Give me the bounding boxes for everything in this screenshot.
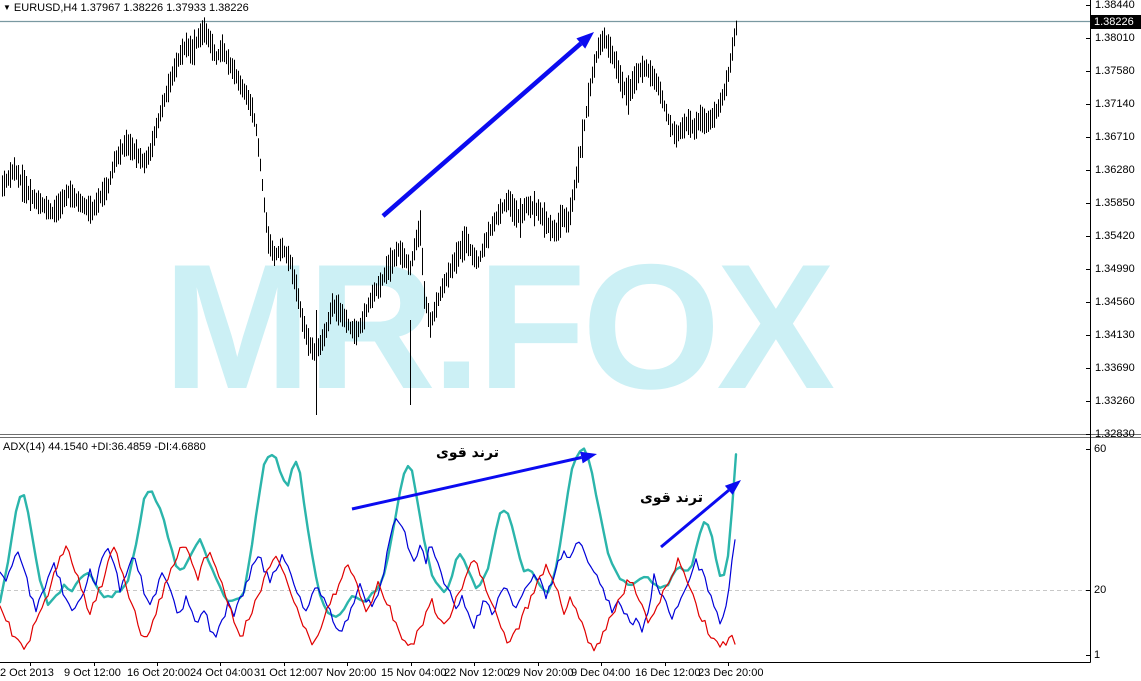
date-axis-label: 9 Dec 04:00 (571, 667, 631, 679)
indicator-axis-label: 60 (1094, 443, 1107, 455)
symbol-ohlc-header: ▼ EURUSD,H4 1.37967 1.38226 1.37933 1.382… (3, 2, 249, 14)
price-axis-label: 1.37140 (1095, 98, 1135, 110)
date-axis-label: 9 Oct 12:00 (64, 667, 121, 679)
date-axis-label: 2 Oct 2013 (0, 667, 54, 679)
date-axis-label: 24 Oct 04:00 (190, 667, 253, 679)
date-axis-label: 16 Dec 12:00 (635, 667, 701, 679)
date-axis-label: 29 Nov 20:00 (508, 667, 574, 679)
price-axis-label: 1.38440 (1095, 0, 1135, 11)
price-axis-label: 1.35850 (1095, 197, 1135, 209)
price-axis-label: 1.38010 (1095, 32, 1135, 44)
price-axis-label: 1.37580 (1095, 65, 1135, 77)
indicator-axis-label: 1 (1094, 649, 1101, 661)
date-axis-label: 23 Dec 20:00 (698, 667, 764, 679)
price-axis-label: 1.32830 (1095, 428, 1135, 440)
symbol-ohlc-label: EURUSD,H4 1.37967 1.38226 1.37933 1.3822… (13, 2, 249, 14)
date-axis-label: 15 Nov 04:00 (381, 667, 447, 679)
price-axis-label: 1.35420 (1095, 230, 1135, 242)
date-axis-label: 31 Oct 12:00 (254, 667, 317, 679)
date-axis-label: 22 Nov 12:00 (444, 667, 510, 679)
trend-annotation-1[interactable]: ترند قوی (436, 445, 499, 461)
date-axis-label: 7 Nov 20:00 (317, 667, 377, 679)
price-axis-label: 1.36280 (1095, 164, 1135, 176)
date-axis-label: 16 Oct 20:00 (127, 667, 190, 679)
price-axis-label: 1.36710 (1095, 131, 1135, 143)
price-axis-label: 1.33690 (1095, 362, 1135, 374)
price-axis-label: 1.34560 (1095, 296, 1135, 308)
indicator-axis-label: 20 (1094, 584, 1107, 596)
trend-annotation-2[interactable]: ترند قوی (640, 490, 703, 506)
current-price-tag: 1.38226 (1091, 15, 1141, 29)
symbol-dropdown-icon: ▼ (3, 3, 11, 12)
price-axis-label: 1.33260 (1095, 395, 1135, 407)
price-axis-label: 1.34130 (1095, 329, 1135, 341)
price-axis-label: 1.34990 (1095, 263, 1135, 275)
indicator-header: ADX(14) 44.1540 +DI:36.4859 -DI:4.6880 (3, 441, 206, 453)
watermark-text: MR.FOX (163, 227, 835, 426)
